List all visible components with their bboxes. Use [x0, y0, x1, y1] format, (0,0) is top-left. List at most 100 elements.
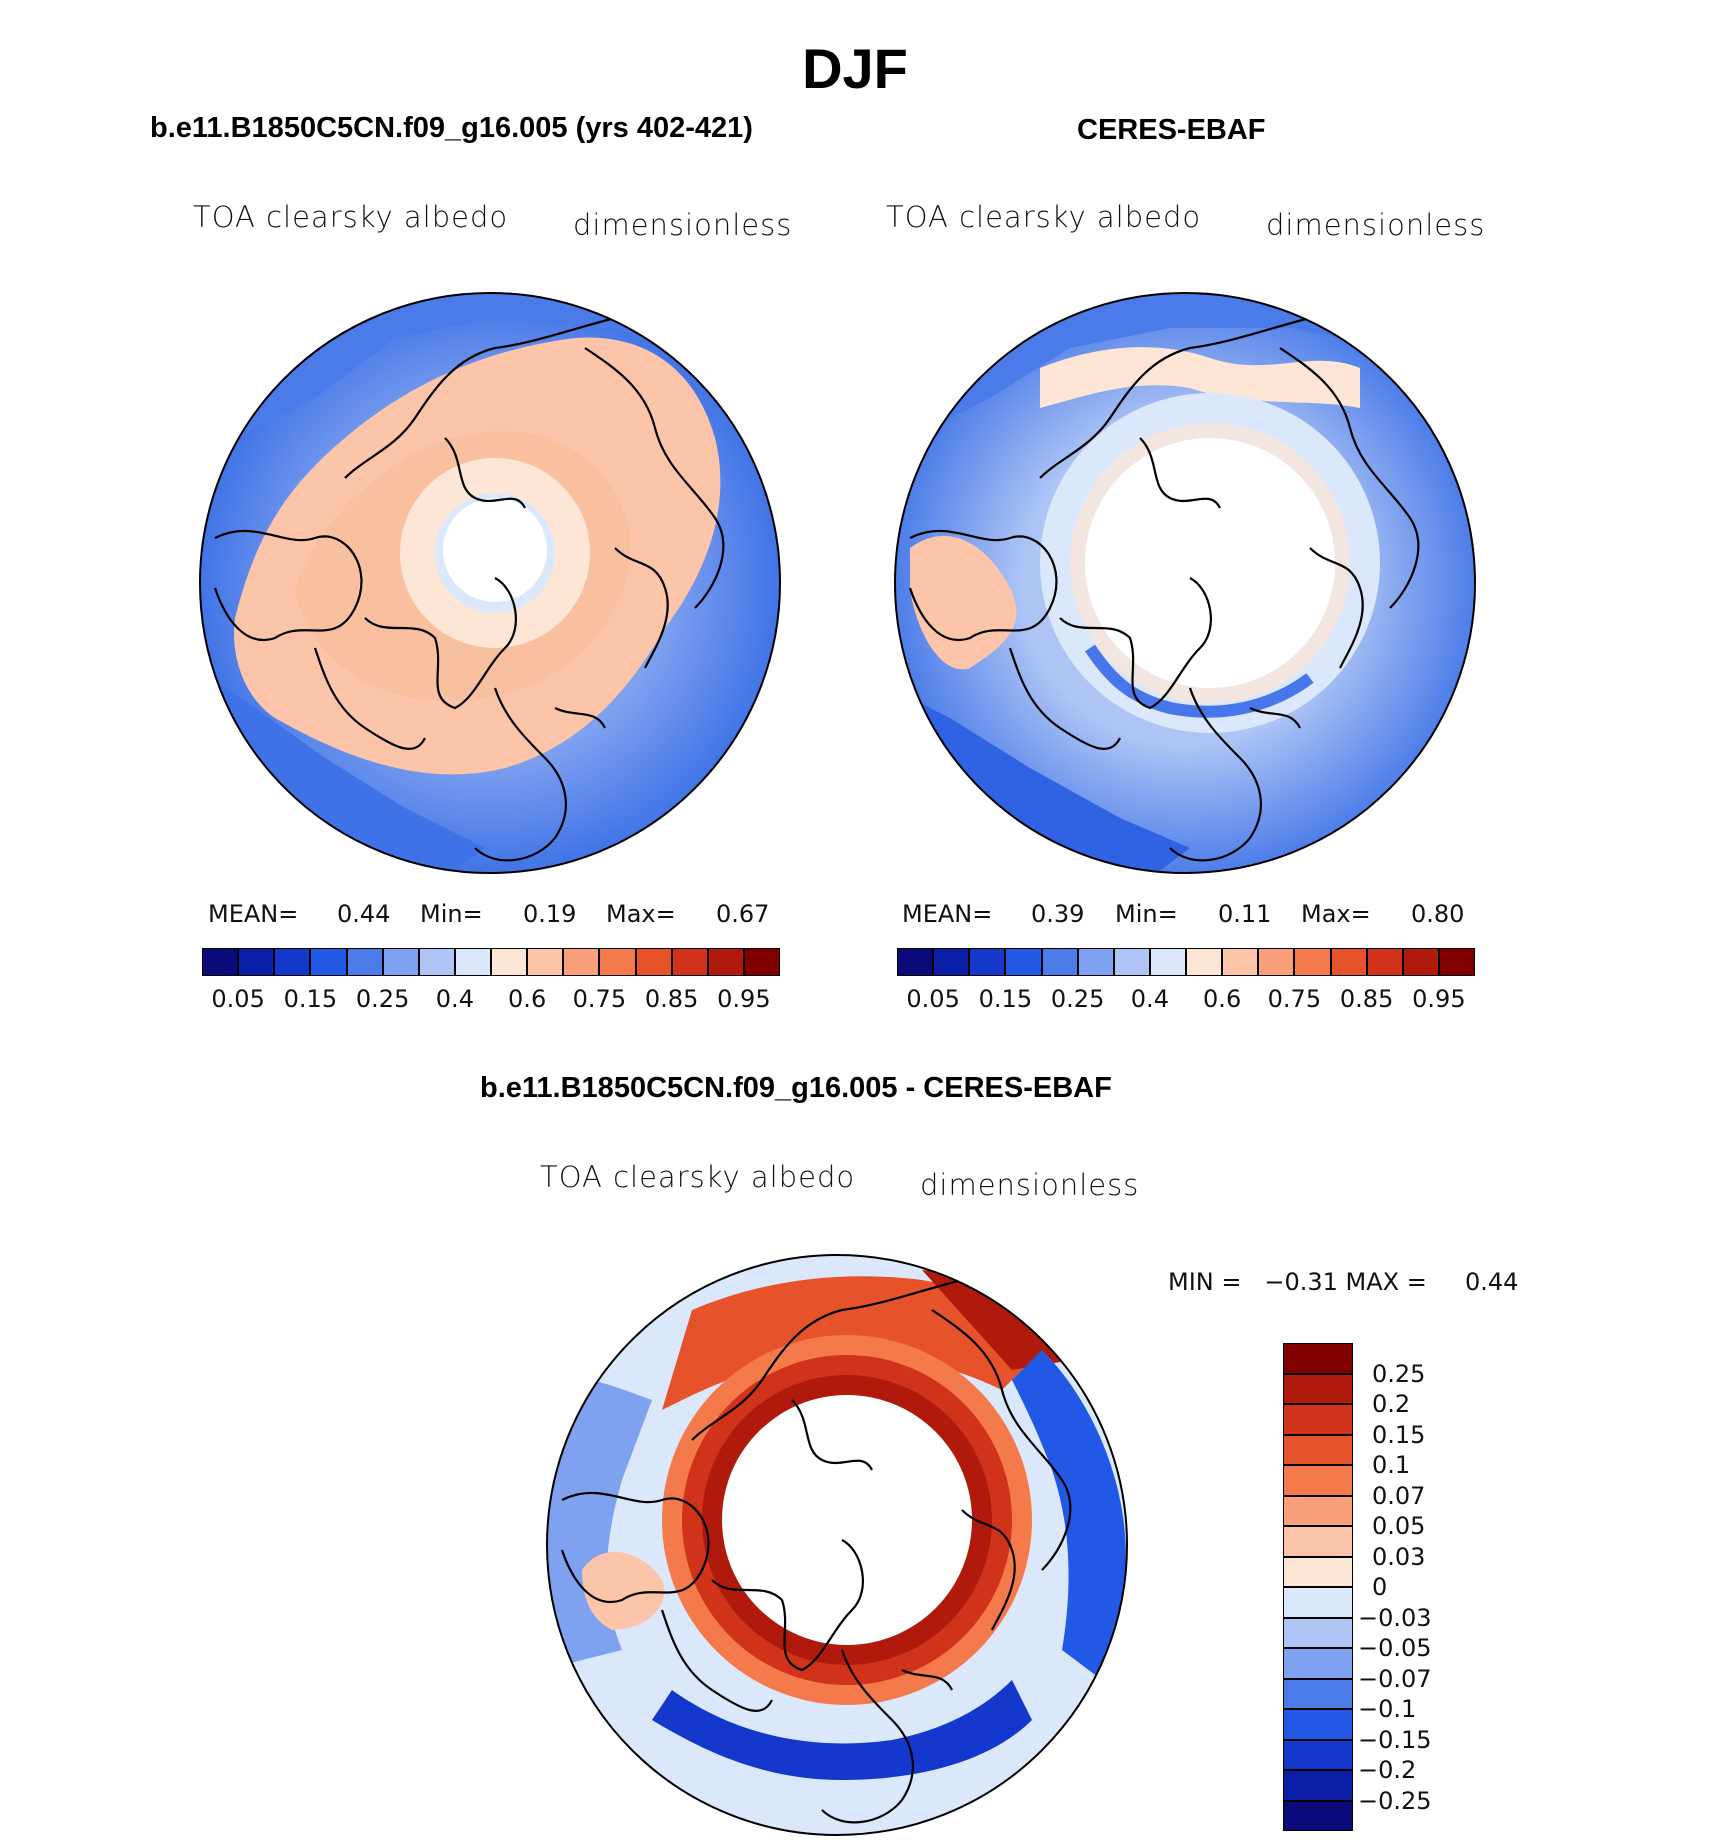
panel2-colorbar-swatch [1366, 948, 1403, 976]
panel1-colorbar-swatch [491, 948, 528, 976]
panel1-colorbar-tick-label: 0.85 [644, 985, 699, 1013]
diff-missing-core [722, 1395, 972, 1645]
panel2-colorbar-swatch [969, 948, 1006, 976]
panel1-min-label: Min= [420, 900, 483, 928]
panel1-colorbar-tick-label: 0.15 [283, 985, 338, 1013]
diff-colorbar-swatch [1283, 1495, 1353, 1526]
diff-colorbar-swatch [1283, 1617, 1353, 1648]
diff-colorbar-swatch [1283, 1800, 1353, 1831]
diff-colorbar-tick-label: 0 [1372, 1573, 1388, 1601]
panel2-coastlines [908, 316, 1420, 862]
panel1-colorbar-swatch [310, 948, 347, 976]
panel1-colorbar-tick-label: 0.75 [572, 985, 627, 1013]
diff-colorbar-swatch [1283, 1770, 1353, 1801]
panel2-colorbar-swatch [1041, 948, 1078, 976]
panel1-colorbar-tick-label: 0.25 [355, 985, 410, 1013]
panel1-units-label: dimensionless [573, 208, 793, 242]
panel2-min-label: Min= [1115, 900, 1178, 928]
panel1-colorbar-swatch [382, 948, 419, 976]
panel2-colorbar-swatch [897, 948, 934, 976]
panel2-colorbar-swatch [1077, 948, 1114, 976]
panel1-variable-label: TOA clearsky albedo [193, 200, 509, 234]
panel2-colorbar-tick-label: 0.95 [1412, 985, 1466, 1013]
diff-colorbar-tick-label: −0.15 [1358, 1725, 1432, 1754]
panel2-colorbar-swatch [1402, 948, 1439, 976]
diff-colorbar-tick-label: −0.2 [1358, 1756, 1417, 1784]
diff-colorbar-tick-label: 0.05 [1372, 1512, 1426, 1540]
panel1-colorbar-tick-label: 0.6 [508, 985, 547, 1013]
panel2-max-value: 0.80 [1411, 900, 1465, 928]
panel2-title: CERES-EBAF [1077, 114, 1266, 146]
panel1-colorbar [202, 948, 780, 976]
diff-colorbar-swatch [1283, 1373, 1353, 1404]
diff-colorbar-swatch [1283, 1343, 1353, 1374]
panel2-colorbar-swatch [1330, 948, 1367, 976]
panel2-variable-label: TOA clearsky albedo [886, 200, 1202, 234]
panel1-colorbar-tick-label: 0.4 [435, 985, 474, 1013]
panel2-colorbar-swatch [1005, 948, 1042, 976]
panel2-blue-arc [1085, 644, 1314, 718]
diff-colorbar-tick-label: 0.1 [1372, 1451, 1411, 1479]
diff-variable-label: TOA clearsky albedo [540, 1160, 856, 1194]
diff-alaska-positive [582, 1551, 664, 1630]
panel1-pole-hole [443, 498, 547, 602]
diff-colorbar-tick-label: 0.03 [1372, 1542, 1426, 1571]
panel2-colorbar-swatch [933, 948, 970, 976]
diff-colorbar-swatch [1283, 1465, 1353, 1496]
panel1-colorbar-swatch [707, 948, 744, 976]
panel1-colorbar-tick-label: 0.95 [717, 985, 771, 1013]
panel1-colorbar-swatch [527, 948, 564, 976]
diff-colorbar-swatch [1283, 1556, 1353, 1587]
panel1-colorbar-swatch [418, 948, 455, 976]
panel1-coastlines [213, 316, 725, 862]
diff-colorbar-swatch [1283, 1739, 1353, 1770]
panel1-colorbar-swatch [202, 948, 239, 976]
panel2-units-label: dimensionless [1266, 208, 1486, 242]
panel2-map-border [894, 292, 1476, 874]
panel2-colorbar-tick-label: 0.25 [1050, 985, 1105, 1013]
diff-colorbar-swatch [1283, 1526, 1353, 1557]
panel1-colorbar-tick-label: 0.05 [211, 985, 265, 1013]
panel1-mean-value: 0.44 [337, 900, 391, 928]
panel1-mean-label: MEAN= [208, 900, 299, 928]
diff-colorbar-swatch [1283, 1587, 1353, 1618]
panel1-colorbar-swatch [671, 948, 708, 976]
diff-colorbar-ticks: 0.25 0.2 0.15 0.1 0.07 0.05 0.03 0 −0.03 −0.05 −0.… [1358, 1343, 1518, 1831]
panel2-max-label: Max= [1301, 900, 1371, 928]
diff-colorbar-tick-label: −0.25 [1358, 1786, 1432, 1815]
panel2-colorbar-tick-label: 0.6 [1203, 985, 1242, 1013]
panel1-colorbar-swatch [274, 948, 311, 976]
diff-atlantic-negative [652, 1680, 1032, 1780]
panel2-siberia-warm [1040, 347, 1360, 408]
panel2-colorbar-swatch [1113, 948, 1150, 976]
panel1-colorbar-swatch [454, 948, 491, 976]
panel2-colorbar-swatch [1294, 948, 1331, 976]
panel2-alaska-warm [910, 535, 1017, 670]
panel2-colorbar-tick-label: 0.75 [1267, 985, 1322, 1013]
panel2-missing-core [1085, 438, 1335, 688]
panel1-colorbar-swatch [238, 948, 275, 976]
panel1-colorbar-ticks: 0.05 0.15 0.25 0.4 0.6 0.75 0.85 0.95 [202, 985, 780, 1015]
panel2-map [894, 292, 1476, 874]
diff-colorbar-tick-label: 0.07 [1372, 1481, 1426, 1510]
panel2-colorbar-tick-label: 0.4 [1130, 985, 1169, 1013]
panel2-colorbar-swatch [1438, 948, 1475, 976]
main-title: DJF [802, 37, 908, 100]
diff-pacific-negative [547, 1377, 652, 1670]
diff-minmax: MIN = −0.31 MAX = 0.44 [1168, 1268, 1519, 1296]
panel2-colorbar-swatch [1222, 948, 1259, 976]
diff-colorbar-swatch [1283, 1709, 1353, 1740]
diff-colorbar-tick-label: −0.03 [1358, 1603, 1432, 1632]
panel1-map [199, 292, 781, 874]
panel1-colorbar-swatch [743, 948, 780, 976]
panel1-title: b.e11.B1850C5CN.f09_g16.005 (yrs 402-421… [150, 112, 753, 144]
panel2-mean-label: MEAN= [902, 900, 993, 928]
panel2-colorbar-swatch [1186, 948, 1223, 976]
diff-colorbar-swatch [1283, 1404, 1353, 1435]
diff-colorbar-swatch [1283, 1678, 1353, 1709]
panel2-colorbar-tick-label: 0.85 [1339, 985, 1394, 1013]
diff-map-border [546, 1254, 1128, 1836]
panel1-max-value: 0.67 [716, 900, 770, 928]
panel1-min-value: 0.19 [523, 900, 577, 928]
diff-units-label: dimensionless [920, 1168, 1140, 1202]
